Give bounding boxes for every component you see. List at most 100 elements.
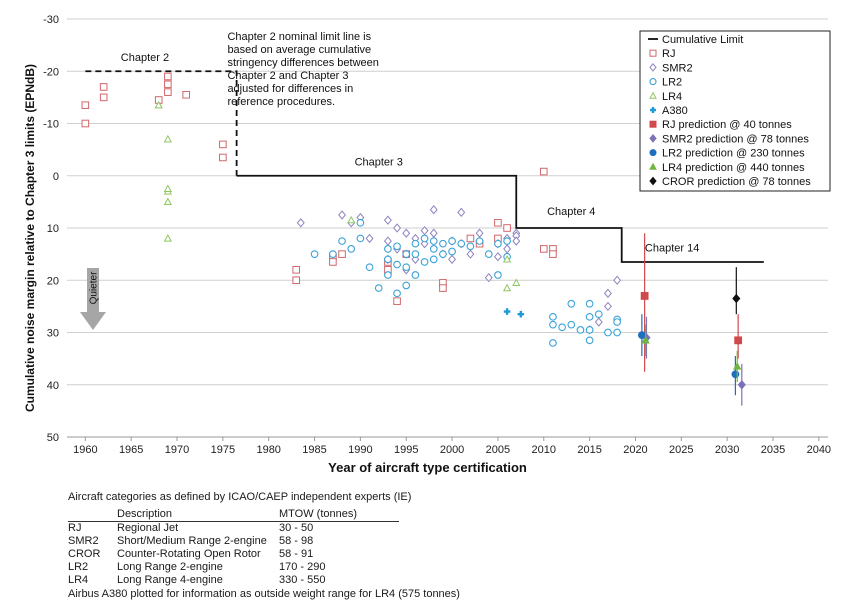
y-tick-label: 40 [47,380,59,392]
table-row: SMR2 Short/Medium Range 2-engine 58 - 98 [68,535,399,548]
data-point [539,245,548,253]
data-point [539,167,548,176]
data-point [420,258,429,266]
table-row: LR2 Long Range 2-engine 170 - 290 [68,561,399,574]
data-point [585,326,594,334]
x-tick-label: 1970 [165,444,189,456]
x-tick-label: 1965 [119,444,143,456]
data-point [484,250,493,258]
row-code: LR2 [68,561,89,574]
row-mtow: 58 - 98 [279,535,314,548]
x-tick-label: 1975 [211,444,235,456]
x-tick-label: 2010 [532,444,556,456]
data-point [411,271,420,279]
header-description: Description [117,508,279,523]
data-point [517,310,525,318]
y-tick-label: -30 [43,14,59,26]
legend-swatch [649,49,657,57]
data-point [338,237,346,245]
legend-label: SMR2 prediction @ 78 tonnes [662,133,809,145]
data-point [594,310,603,319]
data-point [383,236,392,246]
limit-label: Chapter 14 [645,243,699,255]
legend-label: CROR prediction @ 78 tonnes [662,176,811,188]
data-point [411,250,420,258]
legend-label: RJ prediction @ 40 tonnes [662,119,792,131]
table-row: LR4 Long Range 4-engine 330 - 550 [68,574,399,587]
data-point [585,336,594,345]
annotation-line: stringency differences between [227,57,378,69]
data-point [347,245,356,253]
data-point [567,320,576,329]
data-point [310,250,319,258]
x-tick-label: 1985 [302,444,326,456]
chapter2-limit-line [85,70,238,176]
data-point [384,255,392,264]
series-lr2-prediction-230-tonnes [637,314,740,396]
data-point [383,215,392,225]
data-point [329,250,337,258]
data-point [637,331,646,340]
x-tick-label: 2025 [669,444,693,456]
annotation-line: Chapter 2 nominal limit line is [227,31,371,43]
data-point [163,184,173,192]
data-point [164,88,172,96]
data-point [494,218,502,227]
data-point [164,80,172,89]
data-point [99,83,108,91]
data-point [219,153,227,162]
data-point [549,339,557,347]
data-point [466,242,475,251]
data-point [429,245,438,253]
data-point [219,140,227,149]
series-smr2-prediction-78-tonnes [642,316,746,406]
data-point [448,247,456,256]
data-point [613,318,621,326]
legend-swatch [649,91,657,99]
data-point [164,72,172,81]
row-code: CROR [68,548,101,561]
legend-label: LR2 prediction @ 230 tonnes [662,148,805,160]
data-point [393,260,401,269]
table-row: RJ Regional Jet 30 - 50 [68,522,399,536]
row-code: LR4 [68,574,89,587]
data-point [154,100,163,109]
x-tick-label: 2000 [440,444,464,456]
data-point [737,379,746,390]
series-lr4-prediction-440-tonnes [641,324,742,383]
row-description: Regional Jet [117,522,179,535]
data-point [549,250,557,258]
annotation-line: adjusted for differences in [227,83,353,95]
data-point [484,272,493,283]
category-table-footnote: Airbus A380 plotted for information as o… [68,588,460,601]
category-table-header-row: Description MTOW (tonnes) [68,508,399,523]
row-description: Short/Medium Range 2-engine [117,535,267,548]
data-point [576,326,585,334]
row-mtow: 30 - 50 [279,522,314,535]
series-rj [81,72,557,305]
data-point [99,93,108,102]
x-tick-label: 2005 [486,444,510,456]
legend-label: LR4 prediction @ 440 tonnes [662,162,805,174]
data-point [393,289,401,298]
row-code: RJ [68,522,82,535]
data-point [613,328,621,337]
limit-label: Chapter 3 [355,156,403,168]
data-point [393,297,401,305]
data-point [558,323,566,332]
legend-swatch [649,134,657,143]
data-point [512,236,521,246]
data-point [448,254,457,265]
legend: Cumulative Limit RJ SMR2 LR2 LR4 A380 RJ predi… [639,30,831,192]
legend-box [639,30,831,192]
data-point [429,237,438,245]
cumulative-limit-line [236,174,764,263]
y-tick-label: 0 [53,171,59,183]
data-point [420,234,429,243]
legend-label: Cumulative Limit [662,34,743,46]
data-point [512,278,521,287]
data-point [503,237,511,245]
data-point [292,276,301,285]
x-tick-label: 2040 [807,444,831,456]
data-point [439,284,447,292]
